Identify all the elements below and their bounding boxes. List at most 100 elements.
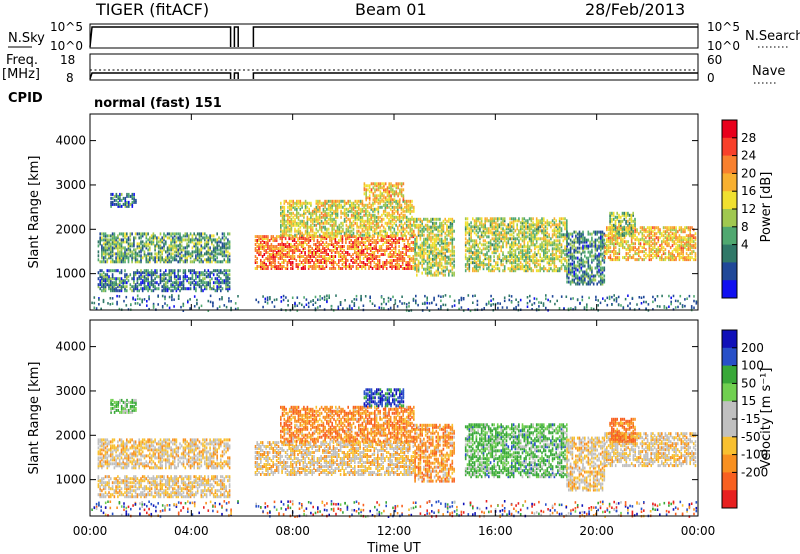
scatter-cell: [387, 245, 390, 248]
scatter-cell: [449, 229, 452, 233]
scatter-cell: [126, 252, 128, 256]
scatter-cell: [521, 223, 524, 227]
scatter-cell: [557, 231, 559, 235]
scatter-cell: [279, 247, 282, 250]
scatter-cell: [157, 287, 160, 291]
scatter-cell: [396, 305, 399, 308]
scatter-cell: [335, 233, 337, 237]
scatter-cell: [288, 199, 291, 203]
scatter-cell: [339, 259, 342, 262]
scatter-cell: [329, 231, 332, 235]
scatter-cell: [498, 217, 501, 221]
scatter-cell: [104, 283, 107, 287]
scatter-cell: [106, 283, 109, 287]
scatter-cell: [308, 233, 310, 237]
scatter-cell: [175, 254, 178, 258]
scatter-cell: [113, 240, 116, 244]
scatter-cell: [375, 223, 378, 227]
scatter-cell: [379, 201, 381, 205]
scatter-cell: [470, 237, 472, 241]
scatter-cell: [423, 229, 425, 233]
scatter-cell: [476, 303, 479, 306]
scatter-cell: [301, 205, 303, 209]
scatter-cell: [323, 237, 326, 241]
scatter-cell: [343, 203, 346, 207]
scatter-cell: [531, 303, 533, 306]
scatter-cell: [216, 287, 218, 291]
scatter-cell: [327, 213, 330, 217]
scatter-cell: [394, 247, 397, 250]
scatter-cell: [535, 261, 538, 265]
scatter-cell: [223, 232, 226, 236]
scatter-cell: [539, 265, 541, 269]
scatter-cell: [316, 239, 319, 242]
scatter-cell: [170, 244, 172, 248]
scatter-cell: [311, 247, 313, 250]
scatter-cell: [108, 252, 110, 256]
scatter-cell: [502, 251, 504, 255]
scatter-cell: [437, 267, 439, 271]
scatter-cell: [486, 257, 488, 261]
scatter-cell: [260, 241, 262, 244]
scatter-cell: [507, 267, 510, 271]
scatter-cell: [417, 245, 420, 249]
scatter-cell: [93, 306, 96, 309]
scatter-cell: [110, 204, 112, 208]
scatter-cell: [535, 241, 538, 245]
scatter-cell: [500, 249, 502, 253]
scatter-cell: [518, 241, 520, 245]
scatter-cell: [543, 239, 545, 243]
scatter-cell: [115, 198, 118, 202]
scatter-cell: [392, 192, 394, 196]
scatter-cell: [120, 269, 123, 273]
scatter-cell: [384, 253, 386, 256]
scatter-cell: [470, 255, 472, 259]
scatter-cell: [468, 223, 471, 227]
scatter-cell: [149, 252, 151, 256]
scatter-cell: [366, 215, 369, 219]
scatter-cell: [558, 243, 561, 247]
scatter-cell: [482, 265, 485, 269]
scatter-cell: [136, 269, 139, 273]
scatter-cell: [111, 285, 114, 289]
scatter-cell: [541, 247, 543, 251]
scatter-cell: [343, 249, 345, 252]
scatter-cell: [145, 269, 148, 273]
scatter-cell: [184, 258, 187, 262]
scatter-cell: [423, 225, 425, 229]
scatter-cell: [334, 245, 337, 248]
scatter-cell: [291, 255, 294, 258]
scatter-cell: [140, 256, 142, 260]
scatter-cell: [302, 263, 305, 266]
scatter-cell: [195, 256, 197, 260]
scatter-cell: [399, 188, 401, 192]
scatter-cell: [127, 242, 130, 246]
scatter-cell: [184, 234, 187, 238]
scatter-cell: [281, 239, 283, 242]
scatter-cell: [216, 269, 218, 273]
scatter-cell: [371, 255, 374, 258]
scatter-cell: [472, 301, 474, 304]
scatter-cell: [280, 233, 282, 237]
scatter-cell: [104, 287, 107, 291]
scatter-cell: [286, 251, 289, 254]
scatter-cell: [126, 238, 128, 242]
scatter-cell: [120, 260, 123, 264]
scatter-cell: [225, 287, 227, 291]
scatter-cell: [296, 296, 299, 299]
scatter-cell: [389, 298, 392, 301]
scatter-cell: [495, 221, 497, 225]
scatter-cell: [221, 244, 224, 248]
scatter-cell: [507, 239, 510, 243]
scatter-cell: [126, 275, 128, 279]
scatter-cell: [372, 219, 374, 223]
scatter-cell: [537, 249, 540, 253]
scatter-cell: [386, 233, 388, 237]
scatter-cell: [302, 265, 305, 268]
scatter-cell: [511, 263, 513, 267]
scatter-cell: [119, 202, 121, 206]
scatter-cell: [304, 241, 306, 244]
scatter-cell: [159, 246, 162, 250]
scatter-cell: [449, 231, 452, 235]
scatter-cell: [442, 295, 444, 298]
